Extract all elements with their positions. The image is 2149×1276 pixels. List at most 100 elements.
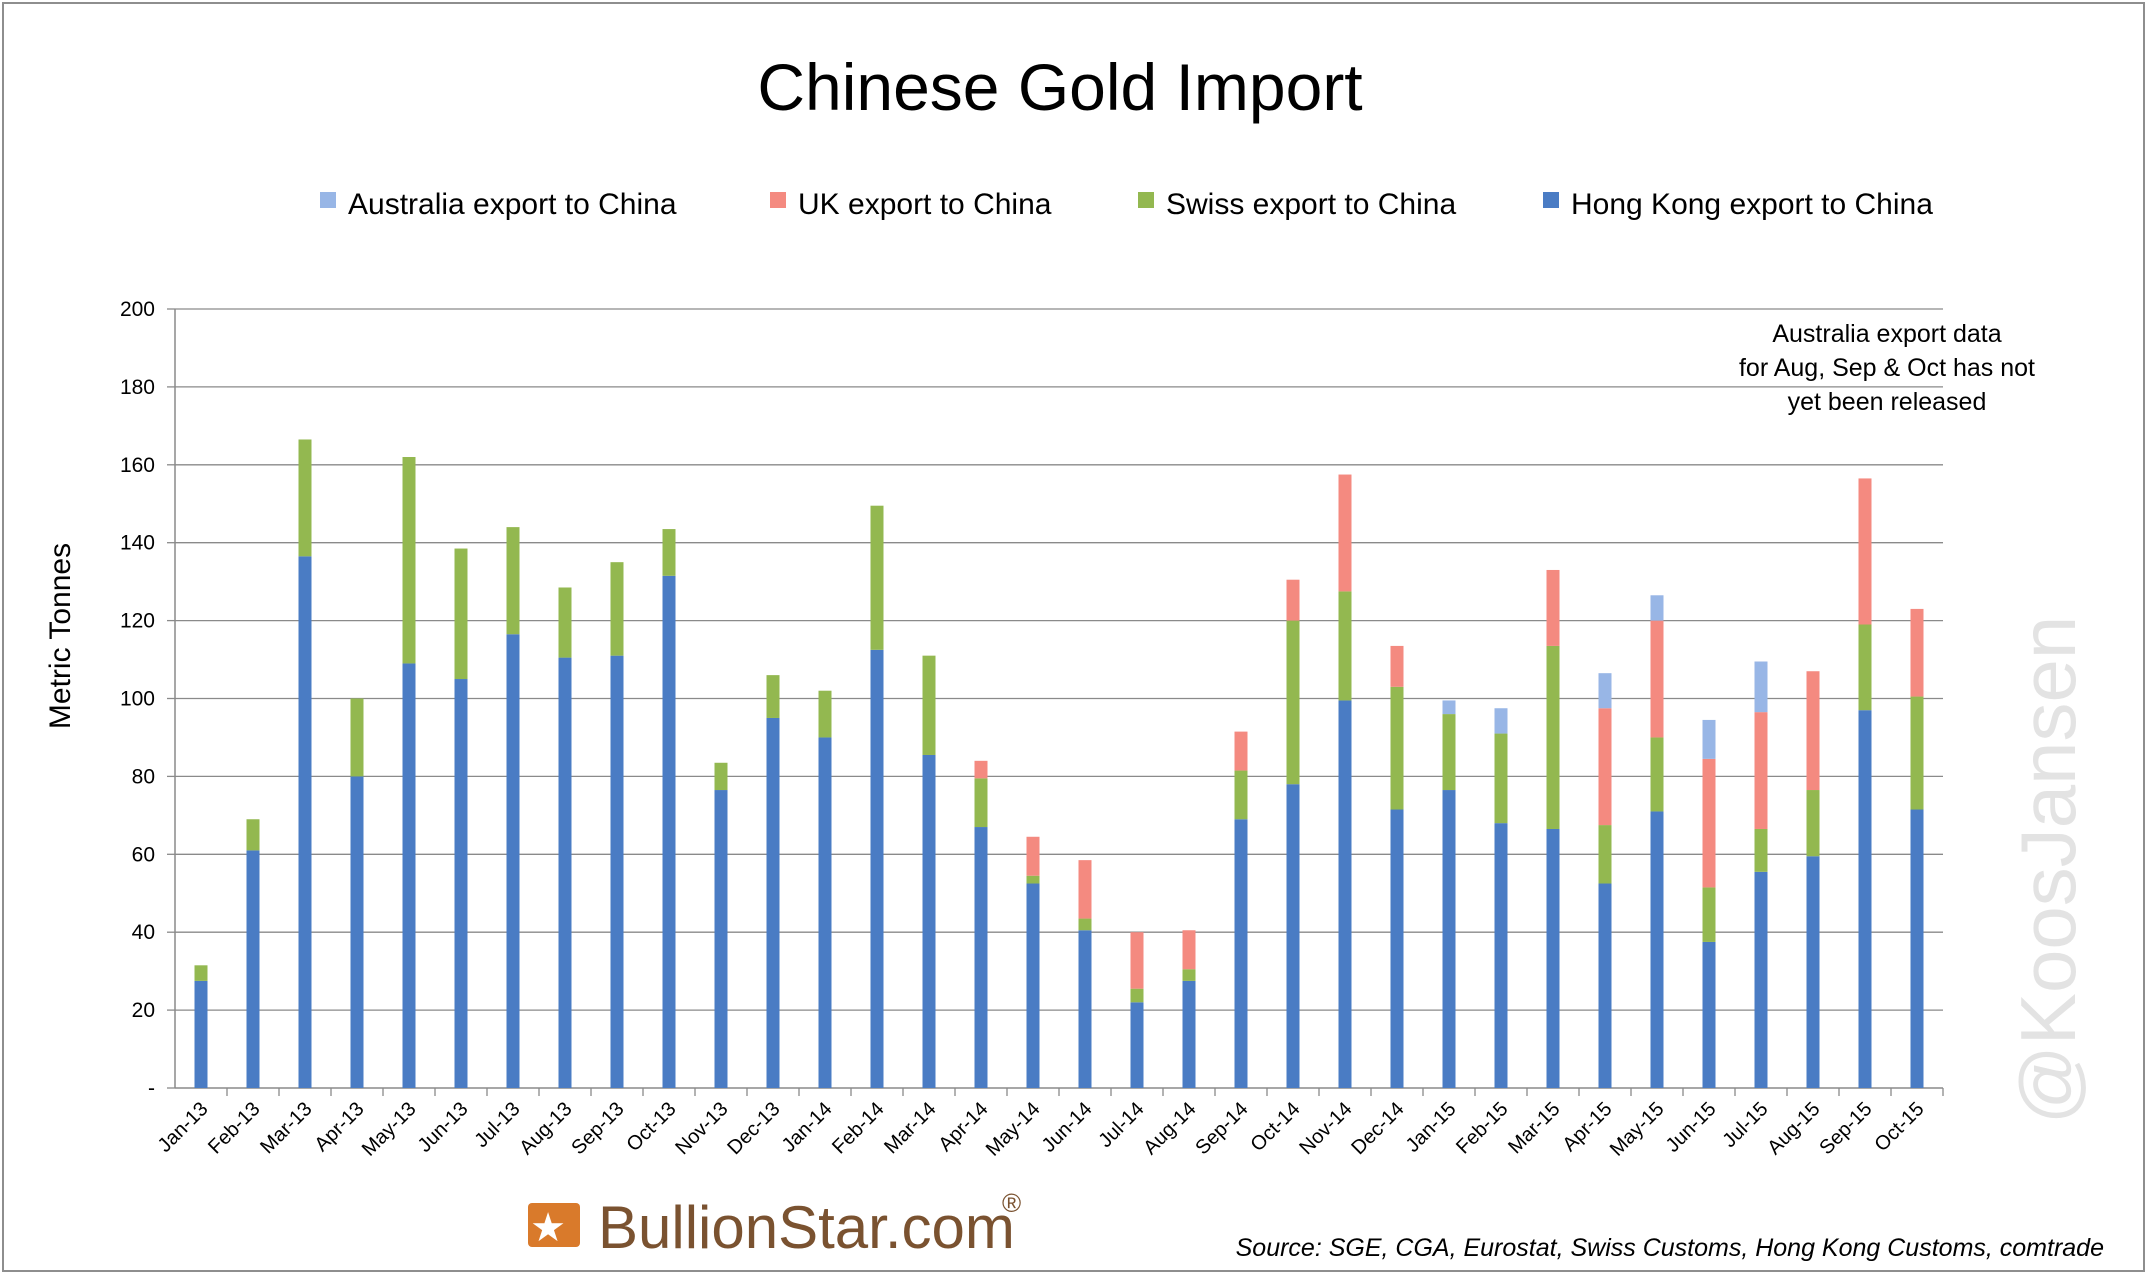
grid xyxy=(167,308,1943,1089)
bar-hong-kong-export-to-china-feb-15 xyxy=(1494,823,1508,1088)
logo-star-glyph: ★ xyxy=(530,1206,566,1250)
bar-swiss-export-to-china-mar-14 xyxy=(922,655,936,755)
y-tick-label: 40 xyxy=(132,921,155,944)
bar-swiss-export-to-china-oct-15 xyxy=(1910,696,1924,810)
bar-hong-kong-export-to-china-sep-14 xyxy=(1234,819,1248,1088)
x-tick-label: Feb-15 xyxy=(1452,1098,1512,1158)
x-tick-label: Dec-14 xyxy=(1347,1098,1408,1159)
bar-swiss-export-to-china-aug-14 xyxy=(1182,969,1196,981)
x-tick-label: Aug-15 xyxy=(1763,1098,1824,1159)
bar-hong-kong-export-to-china-oct-13 xyxy=(662,575,676,1088)
x-tick-label: Feb-13 xyxy=(204,1098,264,1158)
bar-swiss-export-to-china-sep-13 xyxy=(610,562,624,656)
bar-swiss-export-to-china-nov-13 xyxy=(714,762,728,791)
bar-uk-export-to-china-may-15 xyxy=(1650,620,1664,738)
bar-swiss-export-to-china-apr-14 xyxy=(974,778,988,828)
bar-hong-kong-export-to-china-jan-15 xyxy=(1442,790,1456,1088)
bar-hong-kong-export-to-china-may-15 xyxy=(1650,811,1664,1088)
bar-swiss-export-to-china-oct-13 xyxy=(662,529,676,576)
bar-hong-kong-export-to-china-mar-13 xyxy=(298,556,312,1088)
bar-hong-kong-export-to-china-nov-13 xyxy=(714,790,728,1088)
bar-swiss-export-to-china-may-14 xyxy=(1026,875,1040,884)
bar-hong-kong-export-to-china-jul-13 xyxy=(506,634,520,1088)
x-tick-label: Mar-13 xyxy=(256,1098,316,1158)
legend-label-australia-export-to-china: Australia export to China xyxy=(348,188,677,221)
bar-uk-export-to-china-sep-14 xyxy=(1234,731,1248,771)
bar-swiss-export-to-china-dec-14 xyxy=(1390,686,1404,810)
x-tick-label: Sep-13 xyxy=(567,1098,628,1159)
bar-uk-export-to-china-aug-15 xyxy=(1806,671,1820,791)
watermark: @KoosJansen xyxy=(2004,616,2092,1125)
bar-uk-export-to-china-jun-14 xyxy=(1078,860,1092,919)
bar-hong-kong-export-to-china-jun-13 xyxy=(454,679,468,1088)
bar-swiss-export-to-china-jan-13 xyxy=(194,965,208,981)
x-tick-label: Nov-14 xyxy=(1295,1098,1356,1159)
bar-uk-export-to-china-dec-14 xyxy=(1390,645,1404,687)
bar-hong-kong-export-to-china-apr-13 xyxy=(350,776,364,1088)
legend-label-swiss-export-to-china: Swiss export to China xyxy=(1166,188,1456,221)
x-tick-labels: Jan-13Feb-13Mar-13Apr-13May-13Jun-13Jul-… xyxy=(154,1098,1929,1161)
bar-hong-kong-export-to-china-oct-14 xyxy=(1286,784,1300,1088)
bar-australia-export-to-china-jan-15 xyxy=(1442,700,1456,715)
bar-hong-kong-export-to-china-feb-13 xyxy=(246,850,260,1088)
bar-uk-export-to-china-aug-14 xyxy=(1182,930,1196,970)
bar-hong-kong-export-to-china-apr-14 xyxy=(974,827,988,1088)
bar-swiss-export-to-china-mar-13 xyxy=(298,439,312,557)
logo-text: BullionStar.com xyxy=(598,1194,1015,1261)
bar-swiss-export-to-china-apr-13 xyxy=(350,698,364,777)
bar-swiss-export-to-china-jul-14 xyxy=(1130,988,1144,1003)
bar-swiss-export-to-china-feb-14 xyxy=(870,505,884,650)
x-tick-label: May-15 xyxy=(1606,1098,1669,1161)
bar-hong-kong-export-to-china-mar-14 xyxy=(922,754,936,1088)
y-tick-labels: - 20 40 60 80 100 120 140 160 180 200 xyxy=(120,298,155,1100)
x-tick-label: Oct-15 xyxy=(1871,1098,1929,1156)
bar-hong-kong-export-to-china-jun-15 xyxy=(1702,941,1716,1088)
bar-uk-export-to-china-jul-14 xyxy=(1130,932,1144,989)
bar-swiss-export-to-china-sep-15 xyxy=(1858,624,1872,711)
x-tick-label: Jun-15 xyxy=(1662,1098,1721,1157)
bar-uk-export-to-china-nov-14 xyxy=(1338,474,1352,592)
bar-australia-export-to-china-may-15 xyxy=(1650,595,1664,621)
bar-hong-kong-export-to-china-feb-14 xyxy=(870,649,884,1088)
bar-swiss-export-to-china-apr-15 xyxy=(1598,825,1612,884)
x-tick-label: Aug-14 xyxy=(1139,1098,1200,1159)
x-tick-label: Feb-14 xyxy=(828,1098,888,1158)
x-tick-label: Mar-15 xyxy=(1504,1098,1564,1158)
bar-uk-export-to-china-jul-15 xyxy=(1754,712,1768,829)
y-tick-label: 200 xyxy=(120,298,155,321)
x-tick-label: Mar-14 xyxy=(880,1098,940,1158)
bar-uk-export-to-china-may-14 xyxy=(1026,836,1040,876)
bar-uk-export-to-china-oct-14 xyxy=(1286,579,1300,621)
annotation-line: Australia export data xyxy=(1772,320,2001,348)
bar-swiss-export-to-china-jun-14 xyxy=(1078,918,1092,931)
bullionstar-logo: ★ BullionStar.com ® xyxy=(528,1188,1021,1261)
x-tick-label: Nov-13 xyxy=(671,1098,732,1159)
y-tick-label: 100 xyxy=(120,688,155,711)
bar-swiss-export-to-china-feb-15 xyxy=(1494,733,1508,824)
legend: Australia export to China UK export to Ch… xyxy=(320,188,1933,221)
axes xyxy=(174,309,1944,1096)
bar-swiss-export-to-china-jun-13 xyxy=(454,548,468,680)
bar-hong-kong-export-to-china-sep-15 xyxy=(1858,710,1872,1088)
bar-swiss-export-to-china-sep-14 xyxy=(1234,770,1248,820)
bars xyxy=(194,439,1924,1088)
x-tick-label: Jun-14 xyxy=(1038,1098,1097,1157)
x-tick-label: Dec-13 xyxy=(723,1098,784,1159)
bar-swiss-export-to-china-may-15 xyxy=(1650,737,1664,812)
y-tick-label: 120 xyxy=(120,610,155,633)
legend-swatch-swiss-export-to-china xyxy=(1138,192,1154,208)
bar-swiss-export-to-china-dec-13 xyxy=(766,675,780,718)
bar-hong-kong-export-to-china-dec-13 xyxy=(766,717,780,1088)
bar-hong-kong-export-to-china-jan-14 xyxy=(818,737,832,1088)
annotation-note: Australia export data for Aug, Sep & Oct … xyxy=(1739,320,2035,416)
bar-swiss-export-to-china-jan-15 xyxy=(1442,714,1456,791)
x-tick-label: Jan-14 xyxy=(778,1098,837,1157)
x-tick-label: Jan-13 xyxy=(154,1098,213,1157)
bar-uk-export-to-china-apr-15 xyxy=(1598,708,1612,826)
legend-swatch-uk-export-to-china xyxy=(770,192,786,208)
bar-swiss-export-to-china-jul-15 xyxy=(1754,828,1768,872)
bar-hong-kong-export-to-china-dec-14 xyxy=(1390,809,1404,1088)
x-tick-label: Oct-13 xyxy=(623,1098,681,1156)
bar-swiss-export-to-china-may-13 xyxy=(402,457,416,664)
source-note: Source: SGE, CGA, Eurostat, Swiss Custom… xyxy=(1236,1234,2104,1262)
